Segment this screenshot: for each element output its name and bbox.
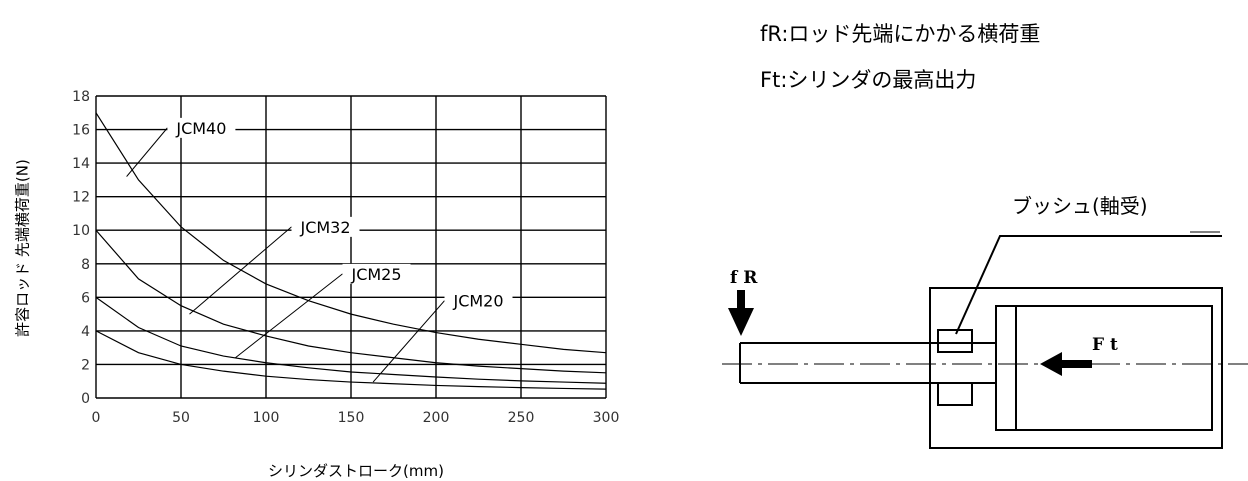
series-label-jcm25: JCM25 xyxy=(350,265,401,284)
fr-arrow xyxy=(728,290,754,336)
y-tick-label: 12 xyxy=(72,190,90,206)
y-axis-label-text: 許容ロッド 先端横荷重(N) xyxy=(13,159,32,337)
bushing-bottom xyxy=(937,382,973,406)
series-label-jcm40: JCM40 xyxy=(175,119,226,138)
piston xyxy=(996,305,1017,431)
series-line-jcm40 xyxy=(95,112,607,354)
series-line-jcm20 xyxy=(95,330,607,390)
x-tick-label: 0 xyxy=(92,410,101,426)
series-label-jcm32: JCM32 xyxy=(299,218,350,237)
legend-fr-definition: fR:ロッド先端にかかる横荷重 xyxy=(760,22,1041,46)
y-tick-label: 4 xyxy=(81,324,90,340)
x-tick-label: 300 xyxy=(593,410,620,426)
series-label-bg-jcm40 xyxy=(167,117,236,138)
series-label-bg-jcm20 xyxy=(444,290,513,311)
y-tick-label: 18 xyxy=(72,89,90,105)
y-tick-label: 14 xyxy=(72,156,90,172)
series-label-jcm20: JCM20 xyxy=(452,292,503,311)
x-axis-label: シリンダストローク(mm) xyxy=(268,462,444,480)
x-tick-label: 50 xyxy=(172,410,190,426)
chart-series-labels: JCM40 JCM32 JCM25 JCM20 xyxy=(126,117,513,383)
cylinder-diagram: f R F t xyxy=(722,231,1248,449)
piston-rod xyxy=(739,342,996,384)
y-axis-label: 許容ロッド 先端横荷重(N) xyxy=(4,93,42,403)
y-tick-label: 0 xyxy=(81,391,90,407)
x-tick-label: 200 xyxy=(423,410,450,426)
y-tick-label: 10 xyxy=(72,223,90,239)
ft-label: F t xyxy=(1092,335,1118,355)
x-tick-label: 250 xyxy=(508,410,535,426)
y-tick-label: 8 xyxy=(81,257,90,273)
y-tick-label: 2 xyxy=(81,357,90,373)
bushing-leader-line xyxy=(955,235,1222,335)
x-tick-label: 150 xyxy=(338,410,365,426)
chart-ticks: 0 50 100 150 200 250 300 0 2 4 6 8 10 12 14 16 18 xyxy=(72,89,619,426)
y-tick-label: 6 xyxy=(81,290,90,306)
x-tick-label: 100 xyxy=(253,410,280,426)
bushing-top xyxy=(937,329,973,353)
rod-neck xyxy=(972,342,996,384)
series-leader-jcm32 xyxy=(189,226,292,315)
cylinder-inner-body xyxy=(995,305,1213,431)
series-leader-jcm25 xyxy=(235,273,343,359)
cylinder-outer-body xyxy=(929,287,1223,449)
bushing-label: ブッシュ(軸受) xyxy=(1012,194,1148,218)
series-line-jcm32 xyxy=(95,229,607,374)
series-leader-jcm20 xyxy=(372,300,445,383)
legend-ft-definition: Ft:シリンダの最高出力 xyxy=(760,68,977,92)
chart-series xyxy=(95,112,607,390)
series-label-bg-jcm32 xyxy=(291,216,360,237)
ft-arrow xyxy=(1040,352,1092,376)
series-line-jcm25 xyxy=(95,296,607,384)
fr-label: f R xyxy=(730,268,758,288)
series-label-bg-jcm25 xyxy=(342,263,411,284)
series-leader-jcm40 xyxy=(126,127,168,177)
y-tick-label: 16 xyxy=(72,123,90,139)
